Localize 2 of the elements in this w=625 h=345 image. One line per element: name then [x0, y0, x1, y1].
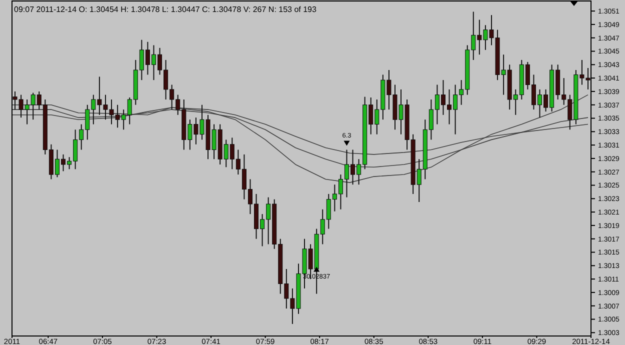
- line-series: [12, 94, 588, 183]
- annotation: 09:07 2011-12-14 O: 1.30454 H: 1.30478 L: 1.30447 C: 1.30478 V: 267 N: 153 of 193: [14, 5, 318, 14]
